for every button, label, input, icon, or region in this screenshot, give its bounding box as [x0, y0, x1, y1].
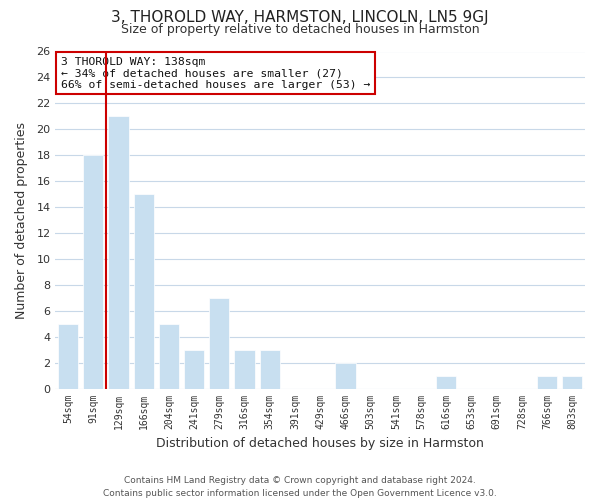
- Text: 3, THOROLD WAY, HARMSTON, LINCOLN, LN5 9GJ: 3, THOROLD WAY, HARMSTON, LINCOLN, LN5 9…: [111, 10, 489, 25]
- Bar: [159, 324, 179, 388]
- Bar: [235, 350, 254, 389]
- Bar: [537, 376, 557, 388]
- Bar: [58, 324, 78, 388]
- X-axis label: Distribution of detached houses by size in Harmston: Distribution of detached houses by size …: [156, 437, 484, 450]
- Bar: [436, 376, 457, 388]
- Bar: [260, 350, 280, 389]
- Bar: [335, 362, 356, 388]
- Bar: [109, 116, 128, 388]
- Bar: [184, 350, 204, 389]
- Bar: [134, 194, 154, 388]
- Text: 3 THOROLD WAY: 138sqm
← 34% of detached houses are smaller (27)
66% of semi-deta: 3 THOROLD WAY: 138sqm ← 34% of detached …: [61, 56, 370, 90]
- Y-axis label: Number of detached properties: Number of detached properties: [15, 122, 28, 318]
- Text: Contains HM Land Registry data © Crown copyright and database right 2024.
Contai: Contains HM Land Registry data © Crown c…: [103, 476, 497, 498]
- Bar: [562, 376, 583, 388]
- Bar: [209, 298, 229, 388]
- Text: Size of property relative to detached houses in Harmston: Size of property relative to detached ho…: [121, 22, 479, 36]
- Bar: [83, 155, 103, 388]
